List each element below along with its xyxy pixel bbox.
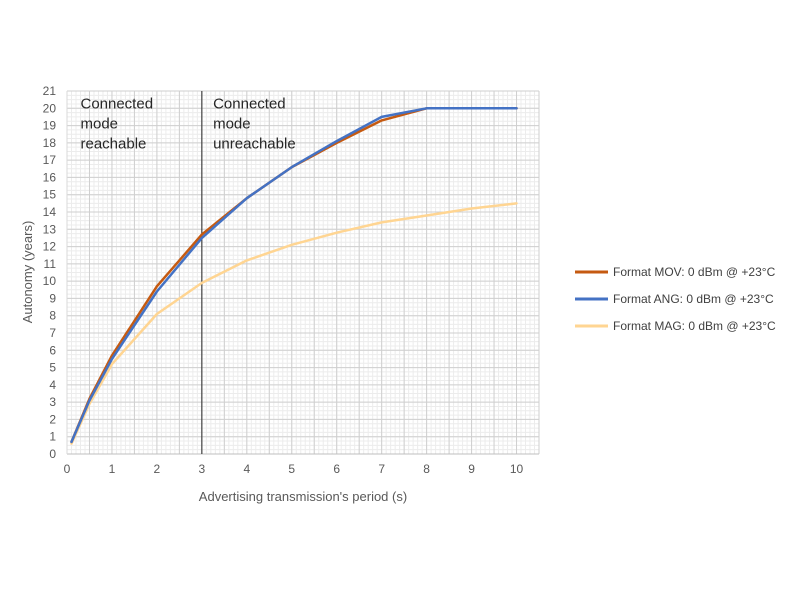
annotation-0-line: mode (80, 115, 118, 132)
y-tick-label: 18 (43, 136, 57, 150)
y-tick-label: 11 (44, 257, 57, 271)
y-tick-label: 21 (43, 84, 57, 98)
x-tick-labels: 0 1 2 3 4 5 6 7 8 9 10 (64, 462, 524, 476)
annotation-1-line: unreachable (213, 135, 296, 152)
y-tick-label: 14 (43, 205, 57, 219)
y-tick-label: 12 (43, 240, 57, 254)
y-tick-label: 3 (49, 395, 56, 409)
y-tick-label: 8 (49, 309, 56, 323)
annotations: Connected mode reachable Connected mode unrea… (80, 95, 295, 152)
annotation-0-line: reachable (80, 135, 146, 152)
legend-item-mov[interactable]: Format MOV: 0 dBm @ +23°C (575, 265, 776, 279)
annotation-1-line: mode (213, 115, 251, 132)
x-tick-label: 6 (333, 462, 340, 476)
minor-grid (66, 90, 540, 455)
legend-label-mov: Format MOV: 0 dBm @ +23°C (613, 265, 776, 279)
y-tick-label: 5 (49, 361, 56, 375)
y-tick-label: 15 (43, 188, 57, 202)
x-tick-label: 4 (243, 462, 250, 476)
y-tick-label: 16 (43, 170, 57, 184)
x-tick-label: 2 (154, 462, 161, 476)
legend-label-mag: Format MAG: 0 dBm @ +23°C (613, 319, 776, 333)
y-tick-label: 20 (43, 101, 57, 115)
series-line-0 (70, 107, 518, 444)
y-axis-title: Autonomy (years) (20, 221, 35, 324)
y-tick-label: 4 (49, 378, 56, 392)
y-tick-label: 10 (43, 274, 57, 288)
x-tick-label: 3 (199, 462, 206, 476)
y-tick-label: 6 (49, 343, 56, 357)
series-line-1 (70, 107, 518, 444)
x-tick-label: 0 (64, 462, 71, 476)
x-tick-label: 10 (510, 462, 524, 476)
x-tick-label: 5 (288, 462, 295, 476)
x-tick-label: 9 (468, 462, 475, 476)
y-tick-label: 13 (43, 222, 57, 236)
y-tick-label: 0 (49, 447, 56, 461)
x-axis-title: Advertising transmission's period (s) (199, 489, 407, 504)
axes (66, 91, 539, 455)
y-tick-label: 19 (43, 119, 57, 133)
annotation-0-line: Connected (80, 95, 153, 112)
x-tick-label: 8 (423, 462, 430, 476)
legend-label-ang: Format ANG: 0 dBm @ +23°C (613, 292, 774, 306)
y-tick-label: 2 (49, 412, 56, 426)
legend-item-mag[interactable]: Format MAG: 0 dBm @ +23°C (575, 319, 776, 333)
legend-item-ang[interactable]: Format ANG: 0 dBm @ +23°C (575, 292, 774, 306)
y-tick-label: 17 (43, 153, 57, 167)
x-tick-label: 1 (109, 462, 116, 476)
annotation-1-line: Connected (213, 95, 286, 112)
series-line-2 (70, 202, 518, 445)
y-tick-label: 9 (49, 291, 56, 305)
y-tick-label: 1 (49, 430, 56, 444)
legend: Format MOV: 0 dBm @ +23°C Format ANG: 0 … (575, 265, 776, 333)
x-tick-label: 7 (378, 462, 385, 476)
series-lines (70, 107, 518, 445)
y-tick-label: 7 (49, 326, 56, 340)
